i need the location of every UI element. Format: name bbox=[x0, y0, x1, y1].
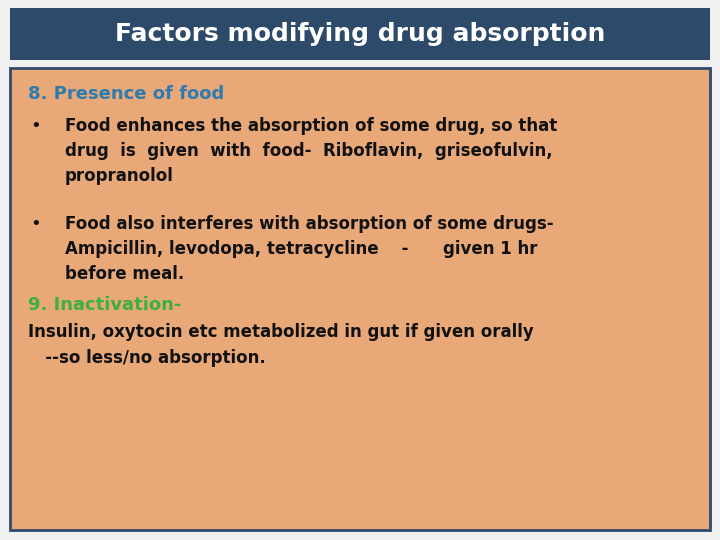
Text: Factors modifying drug absorption: Factors modifying drug absorption bbox=[114, 22, 606, 46]
Text: drug  is  given  with  food-  Riboflavin,  griseofulvin,: drug is given with food- Riboflavin, gri… bbox=[65, 142, 553, 160]
Text: propranolol: propranolol bbox=[65, 167, 174, 185]
Text: 9. Inactivation-: 9. Inactivation- bbox=[28, 296, 181, 314]
Text: --so less/no absorption.: --so less/no absorption. bbox=[28, 349, 266, 367]
Text: 8. Presence of food: 8. Presence of food bbox=[28, 85, 224, 103]
Text: •: • bbox=[30, 117, 41, 135]
Text: before meal.: before meal. bbox=[65, 265, 184, 283]
Text: Food enhances the absorption of some drug, so that: Food enhances the absorption of some dru… bbox=[65, 117, 557, 135]
Bar bbox=[10, 68, 710, 530]
Text: •: • bbox=[30, 214, 41, 233]
Text: Ampicillin, levodopa, tetracycline    -      given 1 hr: Ampicillin, levodopa, tetracycline - giv… bbox=[65, 240, 538, 258]
Text: Food also interferes with absorption of some drugs-: Food also interferes with absorption of … bbox=[65, 214, 554, 233]
Text: Insulin, oxytocin etc metabolized in gut if given orally: Insulin, oxytocin etc metabolized in gut… bbox=[28, 323, 534, 341]
Bar bbox=[10, 8, 710, 60]
